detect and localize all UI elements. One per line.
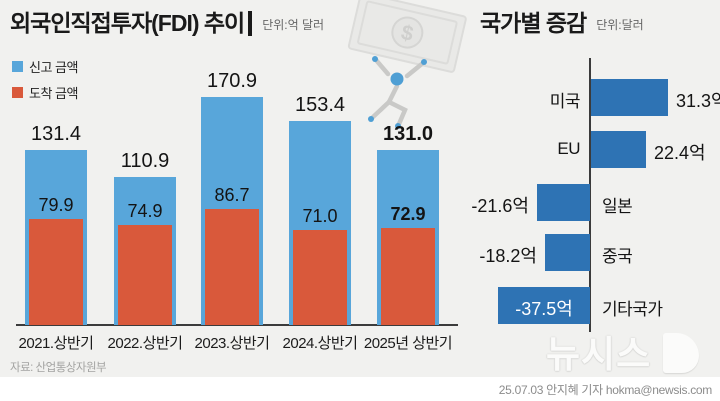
left-chart-unit: 단위:억 달러 <box>262 18 325 33</box>
x-axis-line <box>16 324 458 326</box>
newsis-logo-symbol <box>663 333 700 373</box>
country-bar <box>537 184 590 221</box>
arrived-bar <box>118 225 172 325</box>
arrived-value-label: 71.0 <box>302 206 338 226</box>
right-chart-header: 국가별 증감 단위:달러 <box>480 10 644 36</box>
arrived-bar <box>29 219 83 325</box>
reported-color-swatch <box>12 61 23 72</box>
svg-text:$: $ <box>399 21 416 46</box>
left-chart-title: 외국인직접투자(FDI) 추이 <box>10 10 245 36</box>
y-axis-line <box>589 58 591 332</box>
newsis-logo: 뉴시스 <box>546 333 700 375</box>
country-label: EU <box>557 139 580 158</box>
reported-value-label: 170.9 <box>206 70 258 92</box>
legend-label-reported: 신고 금액 <box>29 60 78 75</box>
reported-value-label: 153.4 <box>294 94 346 116</box>
running-person-accents <box>368 56 427 129</box>
banknote-icon: $ <box>347 0 467 73</box>
x-axis-category-label: 2021.상반기 <box>18 335 94 352</box>
arrived-value-label: 74.9 <box>127 201 163 221</box>
reported-value-label: 110.9 <box>120 150 170 172</box>
country-value-label: 31.3억 <box>676 91 720 111</box>
running-person-icon <box>370 57 426 127</box>
country-bar <box>545 234 590 271</box>
source-note: 자료: 산업통상자원부 <box>10 362 107 374</box>
x-axis-category-label: 2022.상반기 <box>107 335 183 352</box>
x-axis-category-label: 2024.상반기 <box>282 335 358 352</box>
reported-value-label: 131.0 <box>382 123 434 145</box>
arrived-bar <box>381 228 435 325</box>
arrived-bar <box>293 230 347 325</box>
country-bar <box>591 131 646 168</box>
country-value-label: -37.5억 <box>515 299 573 319</box>
arrived-color-swatch <box>12 87 23 98</box>
country-bar <box>498 287 590 324</box>
country-label: 기타국가 <box>602 300 663 319</box>
country-label: 중국 <box>602 247 633 266</box>
country-value-label: 22.4억 <box>654 143 706 163</box>
country-label: 일본 <box>602 197 633 216</box>
country-label: 미국 <box>549 92 581 111</box>
footer-strip <box>0 377 720 401</box>
arrived-value-label: 79.9 <box>38 195 74 215</box>
title-accent-bar <box>248 11 253 37</box>
right-chart-unit: 단위:달러 <box>596 18 644 33</box>
arrived-value-label: 86.7 <box>214 185 250 205</box>
legend-item-arrived: 도착 금액 <box>12 83 78 102</box>
arrived-value-label: 72.9 <box>390 204 426 224</box>
money-banknote-illustration: $ <box>347 0 467 129</box>
legend-item-reported: 신고 금액 <box>12 57 78 76</box>
x-axis-category-label: 2025년 상반기 <box>363 335 453 352</box>
legend-label-arrived: 도착 금액 <box>29 86 78 101</box>
arrived-bar <box>205 209 259 325</box>
country-value-label: -18.2억 <box>479 246 537 266</box>
newsis-logo-text: 뉴시스 <box>546 334 652 375</box>
legend: 신고 금액 도착 금액 <box>12 57 78 109</box>
byline-credit: 25.07.03 안지혜 기자 hokma@newsis.com <box>498 383 713 397</box>
country-value-label: -21.6억 <box>471 196 529 216</box>
left-chart-header: 외국인직접투자(FDI) 추이 단위:억 달러 <box>10 10 325 37</box>
country-bar <box>591 79 668 116</box>
x-axis-category-label: 2023.상반기 <box>194 335 270 352</box>
right-chart-title: 국가별 증감 <box>480 10 587 36</box>
reported-value-label: 131.4 <box>30 123 82 145</box>
